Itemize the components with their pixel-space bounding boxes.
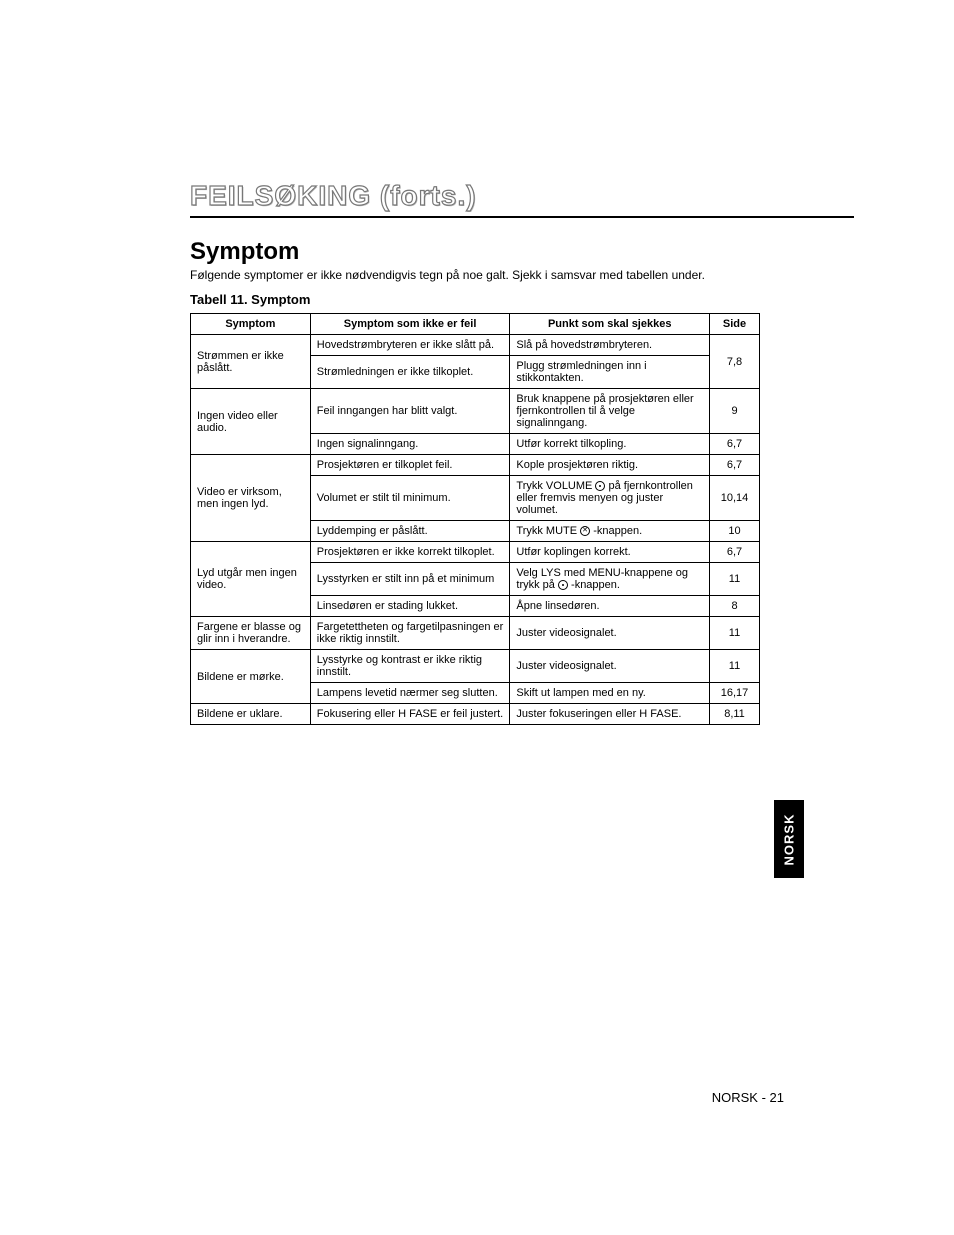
cell-symptom: Bildene er mørke. <box>191 650 311 704</box>
cell-symptom: Lyd utgår men ingen video. <box>191 542 311 617</box>
col-header-check: Punkt som skal sjekkes <box>510 314 710 335</box>
cell-side: 6,7 <box>710 542 760 563</box>
cell-side: 16,17 <box>710 683 760 704</box>
table-row: Bildene er mørke.Lysstyrke og kontrast e… <box>191 650 760 683</box>
cell-check: Trykk MUTE -knappen. <box>510 521 710 542</box>
table-row: Fargene er blasse og glir inn i hverandr… <box>191 617 760 650</box>
table-body: Strømmen er ikke påslått.Hovedstrømbryte… <box>191 335 760 725</box>
cell-side: 9 <box>710 389 760 434</box>
cell-check: Skift ut lampen med en ny. <box>510 683 710 704</box>
table-row: Strømmen er ikke påslått.Hovedstrømbryte… <box>191 335 760 356</box>
cell-notfault: Lyddemping er påslått. <box>310 521 510 542</box>
cell-side: 11 <box>710 617 760 650</box>
cell-symptom: Strømmen er ikke påslått. <box>191 335 311 389</box>
cell-side: 6,7 <box>710 455 760 476</box>
cell-side: 8,11 <box>710 704 760 725</box>
cell-side: 10 <box>710 521 760 542</box>
col-header-symptom: Symptom <box>191 314 311 335</box>
cell-notfault: Feil inngangen har blitt valgt. <box>310 389 510 434</box>
cell-side: 6,7 <box>710 434 760 455</box>
cell-check: Utfør korrekt tilkopling. <box>510 434 710 455</box>
mute-icon <box>580 526 590 536</box>
cell-check: Juster videosignalet. <box>510 617 710 650</box>
cell-notfault: Strømledningen er ikke tilkoplet. <box>310 356 510 389</box>
cell-side: 7,8 <box>710 335 760 389</box>
cell-notfault: Volumet er stilt til minimum. <box>310 476 510 521</box>
symptom-table: Symptom Symptom som ikke er feil Punkt s… <box>190 313 760 725</box>
cell-check: Åpne linsedøren. <box>510 596 710 617</box>
cell-side: 8 <box>710 596 760 617</box>
cell-symptom: Bildene er uklare. <box>191 704 311 725</box>
page-title-block: FEILSØKING (forts.) <box>190 180 854 218</box>
cell-notfault: Lysstyrke og kontrast er ikke riktig inn… <box>310 650 510 683</box>
intro-text: Følgende symptomer er ikke nødvendigvis … <box>190 268 854 282</box>
cell-check: Velg LYS med MENU-knappene og trykk på -… <box>510 563 710 596</box>
volume-icon <box>595 481 605 491</box>
cell-check: Utfør koplingen korrekt. <box>510 542 710 563</box>
cell-symptom: Fargene er blasse og glir inn i hverandr… <box>191 617 311 650</box>
cell-check: Juster videosignalet. <box>510 650 710 683</box>
cell-notfault: Prosjektøren er ikke korrekt tilkoplet. <box>310 542 510 563</box>
table-row: Lyd utgår men ingen video.Prosjektøren e… <box>191 542 760 563</box>
table-row: Ingen video eller audio.Feil inngangen h… <box>191 389 760 434</box>
cell-check: Plugg strømledningen inn i stikkontakten… <box>510 356 710 389</box>
cell-notfault: Fargetettheten og fargetilpasningen er i… <box>310 617 510 650</box>
page-title: FEILSØKING (forts.) <box>190 180 477 211</box>
section-heading: Symptom <box>190 238 854 266</box>
cell-check: Bruk knappene på prosjektøren eller fjer… <box>510 389 710 434</box>
table-row: Video er virksom, men ingen lyd.Prosjekt… <box>191 455 760 476</box>
cell-check: Kople prosjektøren riktig. <box>510 455 710 476</box>
table-row: Bildene er uklare.Fokusering eller H FAS… <box>191 704 760 725</box>
cell-notfault: Lysstyrken er stilt inn på et minimum <box>310 563 510 596</box>
cell-symptom: Video er virksom, men ingen lyd. <box>191 455 311 542</box>
cell-notfault: Ingen signalinngang. <box>310 434 510 455</box>
cell-side: 11 <box>710 563 760 596</box>
cell-notfault: Lampens levetid nærmer seg slutten. <box>310 683 510 704</box>
cell-side: 11 <box>710 650 760 683</box>
col-header-side: Side <box>710 314 760 335</box>
page-footer: NORSK - 21 <box>712 1090 784 1105</box>
cell-check: Slå på hovedstrømbryteren. <box>510 335 710 356</box>
col-header-notfault: Symptom som ikke er feil <box>310 314 510 335</box>
cell-notfault: Hovedstrømbryteren er ikke slått på. <box>310 335 510 356</box>
table-header-row: Symptom Symptom som ikke er feil Punkt s… <box>191 314 760 335</box>
cell-notfault: Fokusering eller H FASE er feil justert. <box>310 704 510 725</box>
cell-notfault: Linsedøren er stading lukket. <box>310 596 510 617</box>
language-side-tab: NORSK <box>774 800 804 878</box>
cell-check: Trykk VOLUME på fjernkontrollen eller fr… <box>510 476 710 521</box>
volume-icon <box>558 580 568 590</box>
language-side-tab-label: NORSK <box>782 813 797 865</box>
table-caption: Tabell 11. Symptom <box>190 292 854 307</box>
cell-symptom: Ingen video eller audio. <box>191 389 311 455</box>
cell-side: 10,14 <box>710 476 760 521</box>
cell-notfault: Prosjektøren er tilkoplet feil. <box>310 455 510 476</box>
cell-check: Juster fokuseringen eller H FASE. <box>510 704 710 725</box>
